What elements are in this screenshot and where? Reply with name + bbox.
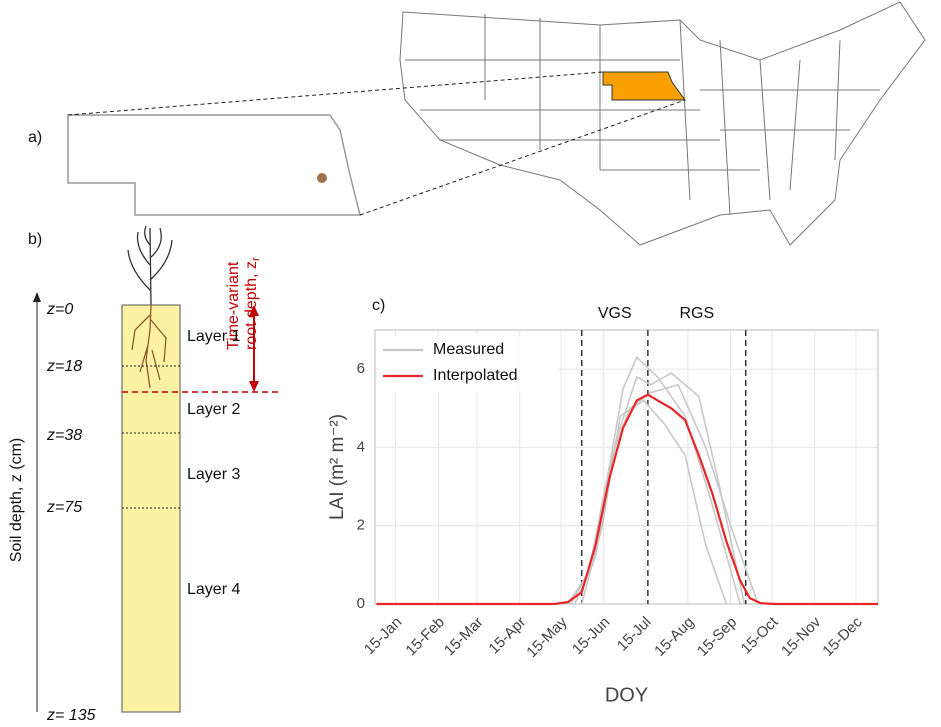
x-tick-label: 15-Jan bbox=[361, 614, 405, 658]
x-tick-label: 15-Dec bbox=[819, 613, 866, 660]
legend-box bbox=[379, 336, 559, 392]
panel-label: c) bbox=[372, 297, 385, 314]
x-tick-label: 15-Aug bbox=[651, 614, 697, 660]
depth-label: z=38 bbox=[46, 427, 82, 444]
panel-label: a) bbox=[28, 129, 42, 146]
layer-label: Layer 3 bbox=[187, 466, 240, 483]
root-depth-label: root depth, z bbox=[243, 261, 260, 350]
plot-frame bbox=[374, 329, 879, 605]
legend-label: Measured bbox=[433, 341, 504, 358]
x-tick-label: 15-Jun bbox=[569, 614, 613, 658]
depth-label: z=75 bbox=[46, 499, 82, 516]
depth-label: z= 135 bbox=[46, 707, 96, 724]
x-tick-label: 15-May bbox=[523, 613, 571, 661]
x-tick-label: 15-Sep bbox=[694, 614, 740, 660]
x-tick-label: 15-Jul bbox=[614, 614, 655, 655]
soil-axis-label: Soil depth, z (cm) bbox=[8, 438, 25, 562]
depth-label: z=0 bbox=[46, 301, 73, 318]
site-dot bbox=[317, 173, 327, 183]
root-depth-label: Time-variant bbox=[225, 261, 242, 350]
legend-label: Interpolated bbox=[433, 367, 518, 384]
y-axis-label: LAI (m² m⁻²) bbox=[327, 414, 348, 520]
y-tick-label: 0 bbox=[357, 595, 365, 612]
plant bbox=[127, 225, 173, 306]
layer-label: Layer 2 bbox=[187, 401, 240, 418]
depth-label: z=18 bbox=[46, 358, 82, 375]
layer-label: Layer 1 bbox=[187, 328, 240, 345]
x-tick-label: 15-Nov bbox=[778, 613, 825, 660]
root-depth-label: root depth, zr bbox=[243, 257, 262, 350]
panel-label: b) bbox=[28, 231, 42, 248]
x-axis-label: DOY bbox=[605, 684, 648, 706]
phase-label: VGS bbox=[598, 305, 632, 322]
layer-label: Layer 4 bbox=[187, 581, 240, 598]
x-tick-label: 15-Mar bbox=[441, 614, 487, 660]
x-tick-label: 15-Apr bbox=[485, 614, 529, 658]
x-tick-label: 15-Feb bbox=[402, 614, 448, 660]
y-tick-label: 2 bbox=[357, 517, 365, 534]
y-tick-label: 4 bbox=[357, 438, 365, 455]
soil-axis bbox=[33, 292, 41, 712]
nebraska bbox=[602, 71, 686, 101]
phase-label: RGS bbox=[679, 305, 714, 322]
nebraska-inset bbox=[67, 114, 361, 216]
x-tick-label: 15-Oct bbox=[738, 613, 782, 657]
series-line bbox=[567, 356, 759, 605]
root-depth-arrow bbox=[249, 305, 259, 392]
root-depth-subscript: r bbox=[250, 257, 262, 261]
zoom-line bbox=[359, 99, 686, 216]
y-tick-label: 6 bbox=[357, 360, 365, 377]
series-line bbox=[376, 393, 878, 606]
us-map bbox=[399, 1, 926, 246]
roots bbox=[131, 304, 167, 389]
zoom-line bbox=[67, 71, 604, 116]
